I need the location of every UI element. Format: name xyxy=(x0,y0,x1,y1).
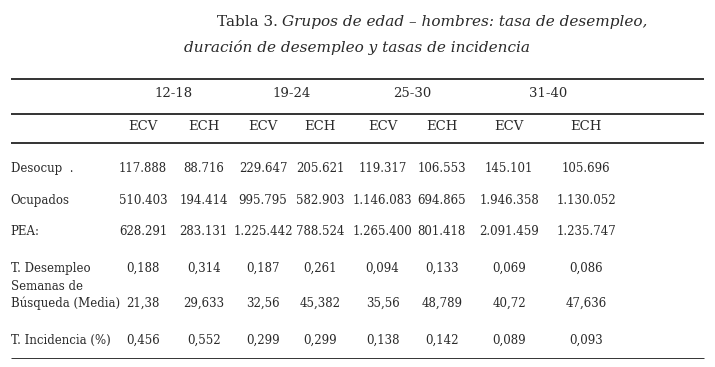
Text: 0,093: 0,093 xyxy=(569,334,603,347)
Text: 2.091.459: 2.091.459 xyxy=(479,225,539,239)
Text: 88.716: 88.716 xyxy=(183,162,225,175)
Text: 21,38: 21,38 xyxy=(127,296,159,309)
Text: Grupos de edad – hombres: tasa de desempleo,: Grupos de edad – hombres: tasa de desemp… xyxy=(282,15,648,29)
Text: 0,314: 0,314 xyxy=(187,262,221,275)
Text: 283.131: 283.131 xyxy=(179,225,228,239)
Text: 582.903: 582.903 xyxy=(296,194,345,207)
Text: ECV: ECV xyxy=(248,120,278,133)
Text: 0,299: 0,299 xyxy=(303,334,337,347)
Text: 29,633: 29,633 xyxy=(183,296,225,309)
Text: 145.101: 145.101 xyxy=(485,162,533,175)
Text: 0,138: 0,138 xyxy=(366,334,399,347)
Text: 1.946.358: 1.946.358 xyxy=(479,194,539,207)
Text: 0,299: 0,299 xyxy=(246,334,280,347)
Text: ECH: ECH xyxy=(188,120,220,133)
Text: 119.317: 119.317 xyxy=(358,162,407,175)
Text: 0,188: 0,188 xyxy=(127,262,159,275)
Text: 35,56: 35,56 xyxy=(365,296,400,309)
Text: 47,636: 47,636 xyxy=(566,296,607,309)
Text: T. Desempleo: T. Desempleo xyxy=(11,262,90,275)
Text: 40,72: 40,72 xyxy=(492,296,526,309)
Text: 0,187: 0,187 xyxy=(247,262,280,275)
Text: Desocup  .: Desocup . xyxy=(11,162,73,175)
Text: 0,261: 0,261 xyxy=(304,262,337,275)
Text: 801.418: 801.418 xyxy=(418,225,466,239)
Text: 510.403: 510.403 xyxy=(119,194,167,207)
Text: 229.647: 229.647 xyxy=(239,162,287,175)
Text: 19-24: 19-24 xyxy=(272,87,311,100)
Text: 45,382: 45,382 xyxy=(300,296,341,309)
Text: ECH: ECH xyxy=(305,120,336,133)
Text: 0,086: 0,086 xyxy=(569,262,603,275)
Text: 1.265.400: 1.265.400 xyxy=(352,225,413,239)
Text: 628.291: 628.291 xyxy=(119,225,167,239)
Text: 1.130.052: 1.130.052 xyxy=(556,194,616,207)
Text: ECH: ECH xyxy=(571,120,602,133)
Text: duración de desempleo y tasas de incidencia: duración de desempleo y tasas de inciden… xyxy=(184,40,531,55)
Text: 1.235.747: 1.235.747 xyxy=(556,225,616,239)
Text: Semanas de: Semanas de xyxy=(11,280,83,293)
Text: ECV: ECV xyxy=(368,120,398,133)
Text: 106.553: 106.553 xyxy=(418,162,466,175)
Text: 205.621: 205.621 xyxy=(296,162,345,175)
Text: ECV: ECV xyxy=(128,120,158,133)
Text: 788.524: 788.524 xyxy=(296,225,345,239)
Text: 194.414: 194.414 xyxy=(179,194,228,207)
Text: 0,089: 0,089 xyxy=(492,334,526,347)
Text: Tabla 3.: Tabla 3. xyxy=(217,15,282,29)
Text: 12-18: 12-18 xyxy=(154,87,193,100)
Text: T. Incidencia (%): T. Incidencia (%) xyxy=(11,334,111,347)
Text: 694.865: 694.865 xyxy=(418,194,466,207)
Text: 117.888: 117.888 xyxy=(119,162,167,175)
Text: 1.146.083: 1.146.083 xyxy=(352,194,413,207)
Text: 31-40: 31-40 xyxy=(528,87,567,100)
Text: ECH: ECH xyxy=(426,120,458,133)
Text: 32,56: 32,56 xyxy=(246,296,280,309)
Text: 25-30: 25-30 xyxy=(393,87,432,100)
Text: 1.225.442: 1.225.442 xyxy=(233,225,293,239)
Text: 105.696: 105.696 xyxy=(562,162,611,175)
Text: 0,142: 0,142 xyxy=(425,334,458,347)
Text: 0,133: 0,133 xyxy=(425,262,459,275)
Text: Ocupados: Ocupados xyxy=(11,194,70,207)
Text: 0,094: 0,094 xyxy=(365,262,400,275)
Text: ECV: ECV xyxy=(494,120,524,133)
Text: 48,789: 48,789 xyxy=(421,296,463,309)
Text: 0,456: 0,456 xyxy=(126,334,160,347)
Text: Búsqueda (Media): Búsqueda (Media) xyxy=(11,296,120,309)
Text: PEA:: PEA: xyxy=(11,225,40,239)
Text: 0,552: 0,552 xyxy=(187,334,221,347)
Text: 0,069: 0,069 xyxy=(492,262,526,275)
Text: 995.795: 995.795 xyxy=(239,194,287,207)
